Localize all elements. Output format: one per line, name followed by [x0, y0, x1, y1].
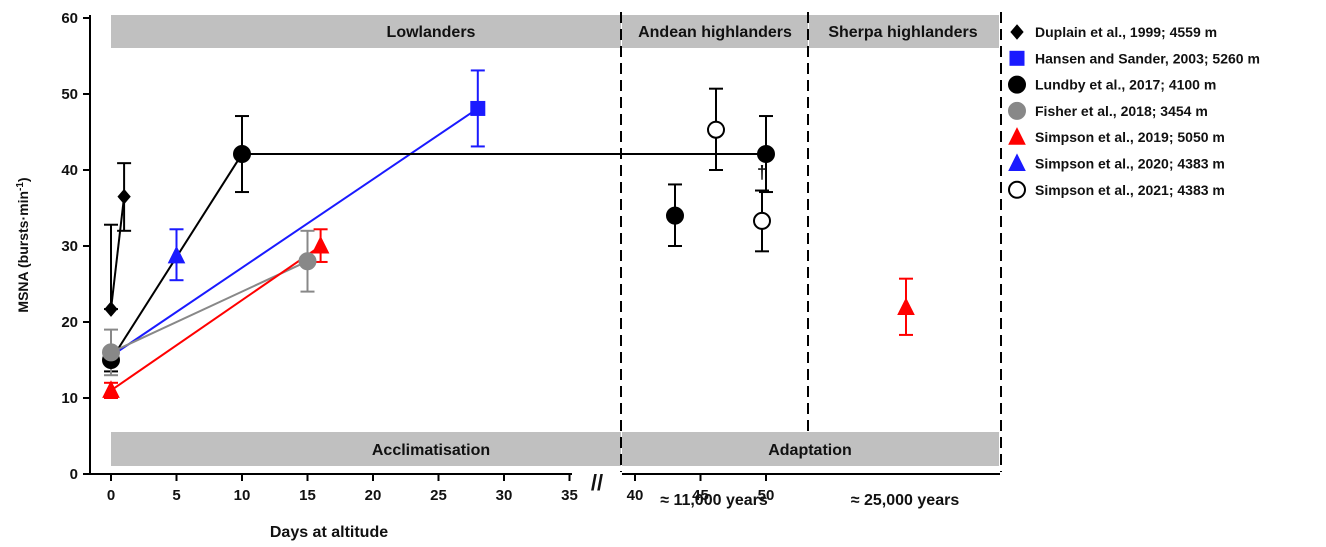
- x-axis-label: Days at altitude: [270, 524, 388, 541]
- legend-marker: [1010, 24, 1024, 40]
- data-point: [897, 297, 915, 316]
- x-tick-label: 5: [172, 487, 180, 504]
- data-point: [104, 301, 118, 317]
- x-tick-label: 25: [430, 487, 447, 504]
- legend-label: Simpson et al., 2019; 5050 m: [1035, 129, 1225, 145]
- series-line-0: [110, 196, 126, 310]
- data-point: [167, 245, 186, 264]
- legend-entry: Hansen and Sander, 2003; 5260 m: [1009, 50, 1260, 66]
- y-tick-label: 20: [61, 314, 78, 331]
- data-point: [311, 235, 330, 254]
- dagger-annotation: †: [757, 163, 767, 183]
- x-tick-label: 20: [365, 487, 382, 504]
- band-sherpa: [809, 15, 999, 48]
- legend-entry: Simpson et al., 2020; 4383 m: [1008, 153, 1225, 172]
- axes: // 0 10 20 30 40 50 60 0 5 10 15 20 25 30 35 40 45 50 MS…: [15, 10, 1000, 541]
- band-label-adaptation: Adaptation: [768, 442, 852, 459]
- data-point: [666, 206, 684, 225]
- legend-entry: Duplain et al., 1999; 4559 m: [1010, 24, 1217, 40]
- data-point: [707, 120, 725, 139]
- legend-label: Hansen and Sander, 2003; 5260 m: [1035, 50, 1260, 66]
- legend-marker: [1009, 50, 1025, 66]
- data-point: [117, 188, 131, 205]
- series-line-1: [110, 107, 479, 358]
- y-tick-label: 10: [61, 390, 78, 407]
- x-tick-label: 45: [692, 487, 709, 504]
- band-lowlanders: [111, 15, 621, 48]
- legend-marker: [1008, 127, 1026, 145]
- axis-break: //: [591, 470, 603, 495]
- legend-marker: [1008, 101, 1026, 120]
- data-point: [757, 145, 775, 164]
- legend: Duplain et al., 1999; 4559 m Hansen and S…: [1008, 24, 1260, 199]
- legend-label: Simpson et al., 2021; 4383 m: [1035, 182, 1225, 198]
- band-label-sherpa: Sherpa highlanders: [828, 24, 977, 41]
- group-label-sherpa: ≈ 25,000 years: [851, 492, 960, 509]
- data-point: [102, 343, 120, 362]
- y-tick-label: 0: [70, 466, 78, 483]
- legend-marker: [1008, 153, 1026, 171]
- x-tick-label: 10: [234, 487, 251, 504]
- y-tick-label: 50: [61, 86, 78, 103]
- x-tick-label: 15: [299, 487, 316, 504]
- x-tick-label: 30: [496, 487, 513, 504]
- legend-label: Duplain et al., 1999; 4559 m: [1035, 24, 1217, 40]
- y-axis-label: MSNA (bursts·min-1): [15, 177, 31, 312]
- band-label-andean: Andean highlanders: [638, 24, 792, 41]
- data-point: [470, 100, 486, 116]
- y-tick-label: 40: [61, 162, 78, 179]
- band-acclimatisation: [111, 432, 621, 466]
- data-point: [102, 380, 120, 398]
- legend-entry: Simpson et al., 2019; 5050 m: [1008, 127, 1225, 145]
- legend-label: Fisher et al., 2018; 3454 m: [1035, 103, 1208, 119]
- band-andean: [622, 15, 808, 48]
- x-tick-label: 50: [758, 487, 775, 504]
- data-point: [753, 211, 771, 230]
- band-label-acclimatisation: Acclimatisation: [372, 442, 490, 459]
- series-line-4: [110, 245, 322, 392]
- data-point: [233, 145, 251, 164]
- x-tick-label: 35: [561, 487, 578, 504]
- legend-entry: Simpson et al., 2021; 4383 m: [1008, 180, 1225, 199]
- data-point: [298, 252, 317, 271]
- legend-label: Lundby et al., 2017; 4100 m: [1035, 77, 1216, 93]
- y-tick-label: 60: [61, 10, 78, 27]
- plot-area: †: [102, 69, 915, 399]
- divider-layer: [620, 12, 1002, 472]
- legend-marker: [1008, 180, 1026, 199]
- band-label-lowlanders: Lowlanders: [387, 24, 476, 41]
- y-tick-label: 30: [61, 238, 78, 255]
- x-ticks: 0 5 10 15 20 25 30 35 40 45 50: [107, 474, 775, 504]
- legend-label: Simpson et al., 2020; 4383 m: [1035, 156, 1225, 172]
- x-tick-label: 40: [627, 487, 644, 504]
- series-line-2: [110, 153, 766, 361]
- band-adaptation: [622, 432, 999, 466]
- y-ticks: 0 10 20 30 40 50 60: [61, 10, 90, 483]
- legend-entry: Fisher et al., 2018; 3454 m: [1008, 101, 1208, 120]
- legend-entry: Lundby et al., 2017; 4100 m: [1008, 75, 1216, 94]
- group-label-andean: ≈ 11,000 years: [660, 492, 768, 509]
- x-tick-label: 0: [107, 487, 115, 504]
- legend-marker: [1008, 75, 1026, 94]
- band-layer: Lowlanders Andean highlanders Sherpa hig…: [111, 15, 999, 466]
